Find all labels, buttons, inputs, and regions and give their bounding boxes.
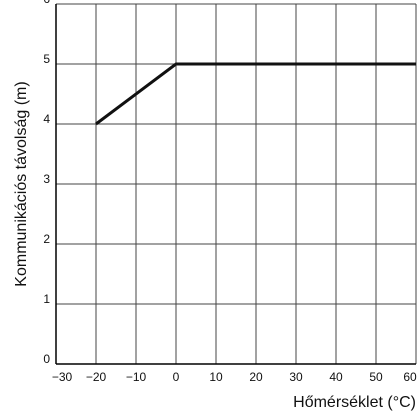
y-tick-label: 4 <box>43 112 50 126</box>
data-line <box>95 62 416 126</box>
y-tick-label: 5 <box>43 52 50 66</box>
x-tick-label: 20 <box>249 370 263 384</box>
x-tick-label: 60 <box>403 370 417 384</box>
y-tick-label: 6 <box>43 0 50 6</box>
x-tick-label: 0 <box>173 370 180 384</box>
x-tick-label: 50 <box>369 370 383 384</box>
y-tick-label: 3 <box>43 172 50 186</box>
x-tick-label: −20 <box>86 370 107 384</box>
y-tick-label: 0 <box>43 352 50 366</box>
y-tick-label: 1 <box>43 292 50 306</box>
x-tick-label: 40 <box>329 370 343 384</box>
x-tick-label: −30 <box>52 370 73 384</box>
y-axis-title: Kommunikációs távolság (m) <box>13 81 30 286</box>
x-tick-label: 10 <box>209 370 223 384</box>
x-axis-title: Hőmérséklet (°C) <box>293 394 416 411</box>
y-tick-label: 2 <box>43 232 50 246</box>
x-tick-label: −10 <box>126 370 147 384</box>
x-tick-label: 30 <box>289 370 303 384</box>
